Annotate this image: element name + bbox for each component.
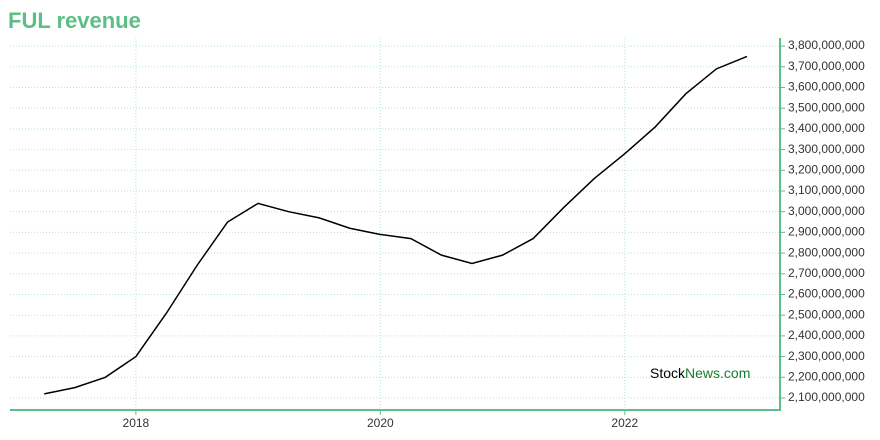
y-tick-label: 3,800,000,000 — [788, 38, 865, 52]
y-tick-label: 2,100,000,000 — [788, 390, 865, 404]
x-tick-label: 2018 — [123, 416, 150, 430]
y-tick-label: 3,200,000,000 — [788, 162, 865, 176]
y-tick-label: 3,700,000,000 — [788, 59, 865, 73]
x-tick-label: 2020 — [367, 416, 394, 430]
chart-title: FUL revenue — [8, 8, 141, 33]
y-tick-label: 3,300,000,000 — [788, 142, 865, 156]
y-tick-label: 2,800,000,000 — [788, 245, 865, 259]
y-tick-label: 2,900,000,000 — [788, 225, 865, 239]
watermark-part: Stock — [650, 365, 686, 381]
y-tick-label: 3,000,000,000 — [788, 204, 865, 218]
y-tick-label: 2,500,000,000 — [788, 307, 865, 321]
y-tick-label: 2,600,000,000 — [788, 287, 865, 301]
watermark: StockNews.com — [650, 365, 750, 381]
watermark-part: News.com — [685, 365, 750, 381]
y-tick-label: 2,400,000,000 — [788, 328, 865, 342]
y-tick-label: 2,700,000,000 — [788, 266, 865, 280]
y-tick-label: 2,200,000,000 — [788, 369, 865, 383]
y-tick-label: 3,100,000,000 — [788, 183, 865, 197]
y-tick-label: 3,500,000,000 — [788, 100, 865, 114]
y-tick-label: 3,600,000,000 — [788, 80, 865, 94]
line — [44, 55, 748, 395]
y-tick-label: 3,400,000,000 — [788, 121, 865, 135]
y-tick-label: 2,300,000,000 — [788, 349, 865, 363]
x-tick-label: 2022 — [611, 416, 638, 430]
